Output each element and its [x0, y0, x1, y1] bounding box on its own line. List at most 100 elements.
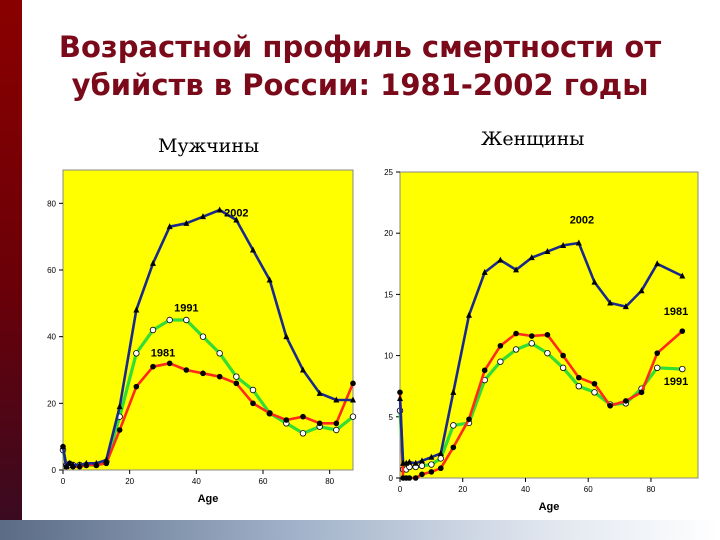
women-ytick-label: 20 [384, 229, 393, 238]
men-point-2002 [93, 459, 100, 466]
women-point-2002 [679, 272, 686, 279]
women-point-1981 [638, 389, 645, 396]
women-annotation-1991: 1991 [664, 376, 688, 388]
men-ytick-label: 20 [47, 399, 56, 408]
men-point-1981 [350, 380, 356, 387]
women-ytick-label: 15 [384, 290, 393, 299]
men-point-1991 [216, 350, 223, 357]
men-xtick-label: 0 [61, 477, 66, 486]
women-point-1991 [512, 346, 520, 353]
women-point-2002 [575, 239, 582, 246]
men-point-1981 [333, 420, 340, 427]
women-point-2002 [591, 278, 598, 285]
women-point-1991 [591, 389, 598, 396]
women-xtick-label: 0 [398, 485, 403, 494]
women-point-1991 [544, 349, 551, 357]
men-point-2002 [266, 276, 273, 283]
men-point-1991 [233, 373, 240, 380]
slide-title: Возрастной профиль смертности от убийств… [30, 28, 690, 104]
women-point-2002 [450, 388, 457, 395]
title-line-2: убийств в России: 1981-2002 годы [71, 68, 649, 102]
women-point-1991 [679, 365, 686, 373]
men-point-1981 [250, 400, 256, 407]
men-point-1991 [133, 350, 140, 357]
left-accent-bar [0, 0, 22, 520]
men-point-2002 [250, 246, 256, 253]
women-point-1991 [437, 455, 444, 462]
men-point-2002 [216, 206, 223, 213]
women-point-1981 [591, 380, 598, 387]
women-point-1981 [412, 475, 419, 481]
men-point-1991 [333, 426, 340, 434]
bottom-accent-bar [0, 520, 720, 540]
women-annotation-1981: 1981 [664, 306, 688, 318]
men-point-1991 [183, 316, 190, 324]
men-point-2002 [150, 259, 156, 266]
men-point-2002 [233, 216, 240, 223]
men-ytick-label: 40 [47, 333, 56, 342]
men-point-1981 [150, 363, 156, 370]
men-x-axis-label: Age [198, 493, 219, 505]
women-point-2002 [560, 241, 567, 248]
women-point-1981 [513, 330, 519, 337]
title-line-1: Возрастной профиль смертности от [58, 30, 662, 64]
women-plot-area [399, 171, 699, 479]
men-point-2002 [300, 366, 306, 373]
men-point-2002 [60, 443, 66, 450]
men-annotation-2002: 2002 [224, 208, 248, 220]
men-chart: 0 20 40 60 80 0 20 40 60 80 Age 2002 1991 1981 [47, 169, 357, 505]
women-chart: 0 5 10 15 20 25 0 20 40 60 80 Age 2002 1981 1991 [384, 168, 699, 513]
men-point-2002 [83, 459, 90, 466]
women-point-1981 [419, 471, 425, 478]
men-point-1991 [149, 326, 157, 334]
men-point-1991 [166, 316, 173, 324]
women-xtick-label: 60 [584, 485, 593, 494]
women-point-1991 [528, 340, 535, 347]
women-point-1981 [654, 350, 661, 356]
women-point-1981 [397, 389, 403, 396]
women-ytick-label: 5 [389, 413, 394, 422]
men-point-2002 [166, 223, 173, 230]
women-point-2002 [497, 256, 504, 263]
men-plot-area [62, 169, 354, 471]
women-xtick-label: 20 [458, 485, 467, 494]
women-point-1981 [679, 328, 686, 334]
women-ytick-label: 25 [384, 168, 393, 177]
women-point-1991 [428, 461, 435, 468]
men-xtick-label: 60 [259, 477, 268, 486]
men-point-2002 [316, 389, 323, 396]
women-point-1981 [437, 465, 444, 472]
women-point-1981 [481, 367, 488, 374]
women-point-2002 [544, 248, 551, 255]
women-point-1981 [623, 398, 629, 404]
women-point-1981 [607, 402, 613, 409]
men-point-1981 [266, 410, 273, 417]
women-point-2002 [607, 299, 614, 306]
men-ytick-label: 0 [52, 466, 57, 475]
women-panel-label: Женщины [481, 128, 585, 150]
women-point-2002 [406, 458, 413, 465]
women-point-1991 [497, 358, 504, 365]
men-point-1981 [183, 367, 190, 373]
women-point-1991 [654, 364, 661, 372]
women-xtick-label: 40 [521, 485, 530, 494]
men-annotation-1981: 1981 [151, 348, 175, 360]
men-point-1991 [199, 333, 207, 340]
men-point-2002 [66, 459, 73, 466]
women-point-1981 [560, 352, 566, 359]
women-point-1981 [576, 374, 582, 381]
men-point-1981 [166, 360, 173, 367]
men-annotation-1991: 1991 [174, 303, 198, 315]
women-point-1991 [575, 383, 582, 390]
women-point-2002 [513, 266, 520, 273]
men-point-2002 [70, 461, 76, 468]
women-x-axis-label: Age [539, 501, 560, 513]
men-point-2002 [133, 306, 140, 313]
men-point-2002 [283, 333, 290, 340]
men-panel-label: Мужчины [158, 135, 260, 157]
women-point-2002 [528, 254, 535, 261]
men-point-1991 [299, 430, 307, 437]
women-point-2002 [638, 287, 645, 294]
women-point-1981 [450, 444, 457, 451]
